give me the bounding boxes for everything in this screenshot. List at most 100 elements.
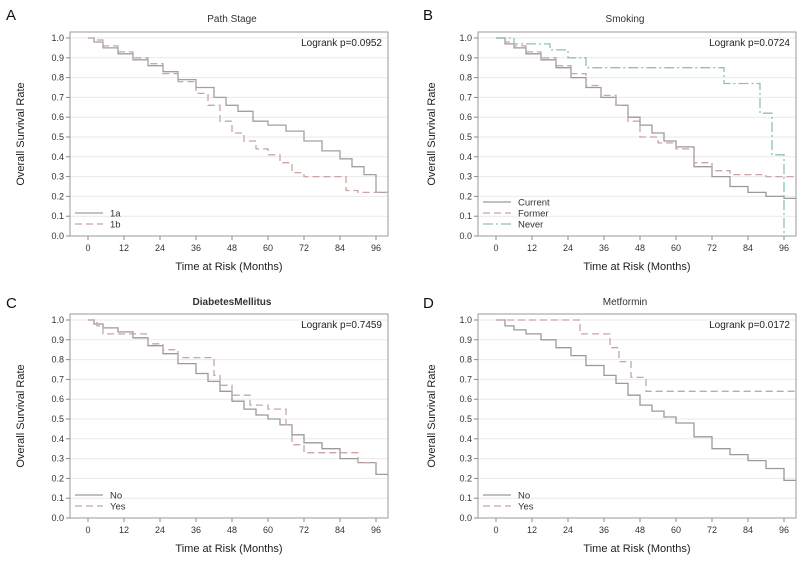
x-axis-label: Time at Risk (Months)	[583, 543, 690, 555]
y-tick-label: 1.0	[51, 315, 64, 325]
x-tick-label: 0	[493, 525, 498, 535]
panel-c: C DiabetesMellitus 0.0 0.1 0.2 0.3 0.4 0.5 0.6 0.…	[6, 295, 389, 555]
y-tick-label: 0.8	[459, 73, 472, 83]
x-tick-label: 12	[119, 525, 129, 535]
x-tick-label: 0	[493, 243, 498, 253]
y-axis-label: Overall Survival Rate	[426, 364, 438, 467]
logrank-annotation: Logrank p=0.0724	[709, 38, 790, 49]
legend-label: Yes	[110, 502, 126, 513]
panel-a: A Path Stage 0.0 0.1 0.2 0.3 0.4 0.5 0.6 0.7 0.8 0.…	[6, 7, 389, 273]
y-tick-label: 0.4	[51, 152, 64, 162]
series-line-no	[88, 319, 388, 476]
x-tick-label: 36	[599, 243, 609, 253]
y-tick-label: 0.2	[51, 191, 64, 201]
y-tick-label: 0.5	[51, 132, 64, 142]
plot-frame	[69, 31, 389, 237]
series-line-yes	[496, 319, 796, 392]
y-tick-label: 0.9	[459, 53, 472, 63]
x-tick-label: 60	[671, 243, 681, 253]
logrank-annotation: Logrank p=0.7459	[301, 320, 382, 331]
y-tick-label: 0.3	[51, 454, 64, 464]
x-tick-label: 24	[563, 243, 573, 253]
x-tick-label: 72	[299, 525, 309, 535]
x-tick-label: 96	[371, 243, 381, 253]
y-tick-label: 0.1	[459, 211, 472, 221]
x-tick-label: 84	[335, 243, 345, 253]
series-line-former	[496, 37, 797, 187]
x-tick-label: 60	[263, 525, 273, 535]
y-tick-label: 0.8	[51, 355, 64, 365]
y-tick-label: 0.4	[459, 434, 472, 444]
panel-letter: A	[6, 7, 16, 24]
x-tick-label: 48	[635, 525, 645, 535]
panel-title: Metformin	[603, 297, 647, 308]
y-tick-label: 0.0	[51, 231, 64, 241]
y-tick-label: 0.6	[459, 394, 472, 404]
y-tick-label: 0.1	[459, 493, 472, 503]
y-tick-label: 0.5	[459, 132, 472, 142]
x-tick-label: 84	[335, 525, 345, 535]
x-tick-label: 84	[743, 525, 753, 535]
x-tick-label: 24	[155, 525, 165, 535]
legend-label: Current	[518, 198, 550, 209]
legend-label: 1b	[110, 220, 121, 231]
panel-letter: D	[423, 295, 434, 312]
series-line-current	[496, 37, 796, 200]
x-tick-label: 36	[191, 243, 201, 253]
panel-letter: B	[423, 7, 433, 24]
legend-label: No	[110, 491, 122, 502]
y-tick-label: 0.0	[51, 513, 64, 523]
x-tick-label: 60	[263, 243, 273, 253]
x-tick-label: 48	[227, 243, 237, 253]
y-tick-label: 0.9	[459, 335, 472, 345]
plot-frame	[69, 313, 389, 519]
x-tick-label: 36	[191, 525, 201, 535]
x-tick-label: 96	[779, 243, 789, 253]
series-line-no	[496, 319, 796, 482]
x-tick-label: 96	[371, 525, 381, 535]
series-line-1a	[88, 37, 388, 194]
y-tick-label: 0.4	[459, 152, 472, 162]
plot-frame	[477, 313, 797, 519]
legend-label: Former	[518, 209, 549, 220]
y-axis-label: Overall Survival Rate	[426, 82, 438, 185]
legend-label: Never	[518, 220, 543, 231]
x-axis-label: Time at Risk (Months)	[583, 261, 690, 273]
x-tick-label: 0	[85, 525, 90, 535]
x-axis-label: Time at Risk (Months)	[175, 261, 282, 273]
x-tick-label: 48	[635, 243, 645, 253]
panel-b: B Smoking 0.0 0.1 0.2 0.3 0.4 0.5 0.6 0.7 0.8 0.9 1.…	[423, 7, 797, 273]
panel-title: Path Stage	[207, 14, 257, 25]
y-tick-label: 0.1	[51, 493, 64, 503]
panel-letter: C	[6, 295, 17, 312]
legend-label: No	[518, 491, 530, 502]
y-tick-label: 0.9	[51, 335, 64, 345]
y-tick-label: 0.1	[51, 211, 64, 221]
x-tick-label: 24	[155, 243, 165, 253]
y-tick-label: 0.6	[459, 112, 472, 122]
x-tick-label: 36	[599, 525, 609, 535]
series-line-1b	[88, 37, 388, 194]
y-tick-label: 0.7	[51, 92, 64, 102]
panel-d: D Metformin 0.0 0.1 0.2 0.3 0.4 0.5 0.6 0.7 0.8 0.9…	[423, 295, 797, 555]
y-tick-label: 0.5	[51, 414, 64, 424]
panel-title: DiabetesMellitus	[193, 297, 272, 308]
y-tick-label: 0.2	[51, 473, 64, 483]
y-tick-label: 0.0	[459, 513, 472, 523]
y-tick-label: 0.2	[459, 191, 472, 201]
y-tick-label: 1.0	[51, 33, 64, 43]
x-tick-label: 84	[743, 243, 753, 253]
y-tick-label: 0.8	[459, 355, 472, 365]
x-tick-label: 60	[671, 525, 681, 535]
x-tick-label: 12	[119, 243, 129, 253]
y-tick-label: 0.7	[51, 374, 64, 384]
y-tick-label: 0.6	[51, 394, 64, 404]
x-axis-label: Time at Risk (Months)	[175, 543, 282, 555]
x-tick-label: 72	[707, 243, 717, 253]
x-tick-label: 48	[227, 525, 237, 535]
y-axis-label: Overall Survival Rate	[15, 364, 27, 467]
panel-title: Smoking	[606, 14, 645, 25]
y-tick-label: 0.7	[459, 374, 472, 384]
y-tick-label: 0.0	[459, 231, 472, 241]
